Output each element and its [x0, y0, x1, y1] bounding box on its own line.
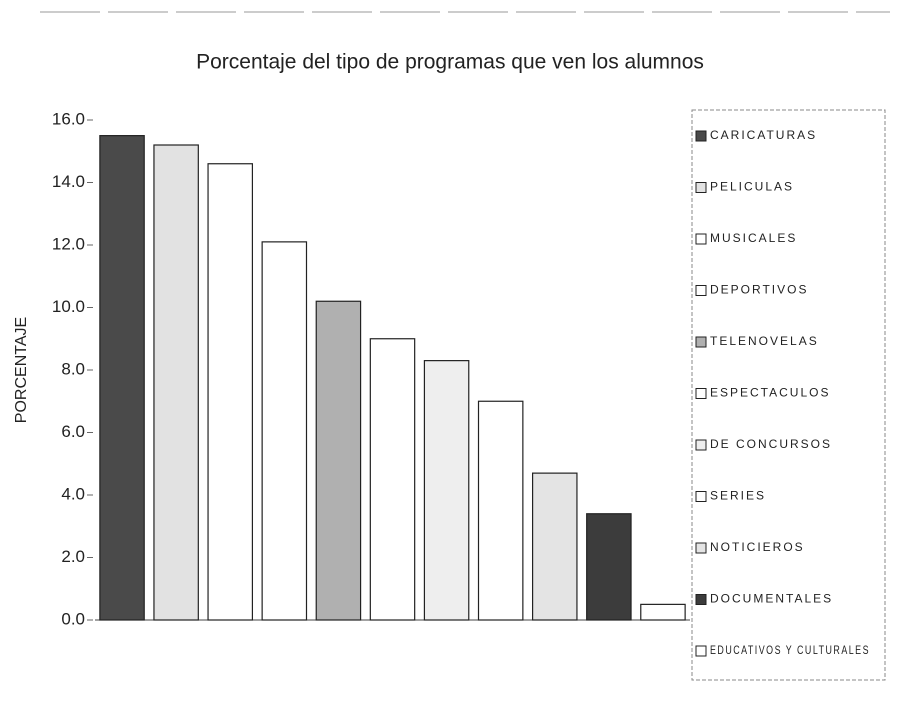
legend-swatch	[695, 388, 707, 399]
y-tick-label: 10.0	[52, 297, 85, 316]
legend-swatch	[695, 542, 707, 554]
legend-swatch	[695, 182, 707, 193]
y-tick-label: 4.0	[61, 484, 85, 503]
y-tick-label: 12.0	[52, 234, 85, 253]
bar	[99, 135, 145, 621]
bar	[315, 300, 362, 621]
y-axis-label: PORCENTAJE	[13, 317, 30, 423]
y-tick-label: 2.0	[61, 547, 85, 566]
legend-box	[691, 109, 886, 681]
y-tick-label: 8.0	[61, 359, 85, 378]
legend-swatch	[695, 594, 707, 605]
legend-swatch	[695, 491, 707, 502]
y-tick-label: 14.0	[52, 172, 85, 191]
bar	[369, 338, 416, 621]
legend-label: DE CONCURSOS	[710, 437, 832, 451]
legend-label: MUSICALES	[710, 231, 797, 245]
y-tick-label: 16.0	[52, 109, 85, 128]
bar	[586, 513, 632, 621]
bar	[153, 144, 199, 621]
chart-title: Porcentaje del tipo de programas que ven…	[196, 51, 704, 74]
bar	[640, 603, 686, 621]
bar	[531, 472, 578, 621]
bar	[261, 241, 308, 621]
legend-swatch	[695, 233, 707, 245]
legend-swatch	[695, 439, 707, 451]
legend-label: NOTICIEROS	[710, 540, 805, 554]
legend-label: ESPECTACULOS	[710, 386, 830, 400]
legend-swatch	[695, 645, 707, 657]
legend-swatch	[695, 130, 707, 142]
y-tick-label: 6.0	[61, 422, 85, 441]
legend-swatch	[695, 336, 707, 348]
legend-label: TELENOVELAS	[710, 334, 819, 348]
legend-label: PELICULAS	[710, 180, 794, 194]
legend-swatch	[695, 285, 707, 296]
bar	[423, 360, 470, 621]
bar	[477, 400, 524, 621]
legend-label: CARICATURAS	[710, 128, 817, 142]
legend-label: SERIES	[710, 489, 766, 503]
legend-label: DEPORTIVOS	[710, 283, 808, 297]
legend-label: EDUCATIVOS Y CULTURALES	[710, 643, 870, 657]
bar	[207, 163, 254, 621]
legend-label: DOCUMENTALES	[710, 592, 833, 606]
y-tick-label: 0.0	[61, 609, 85, 628]
